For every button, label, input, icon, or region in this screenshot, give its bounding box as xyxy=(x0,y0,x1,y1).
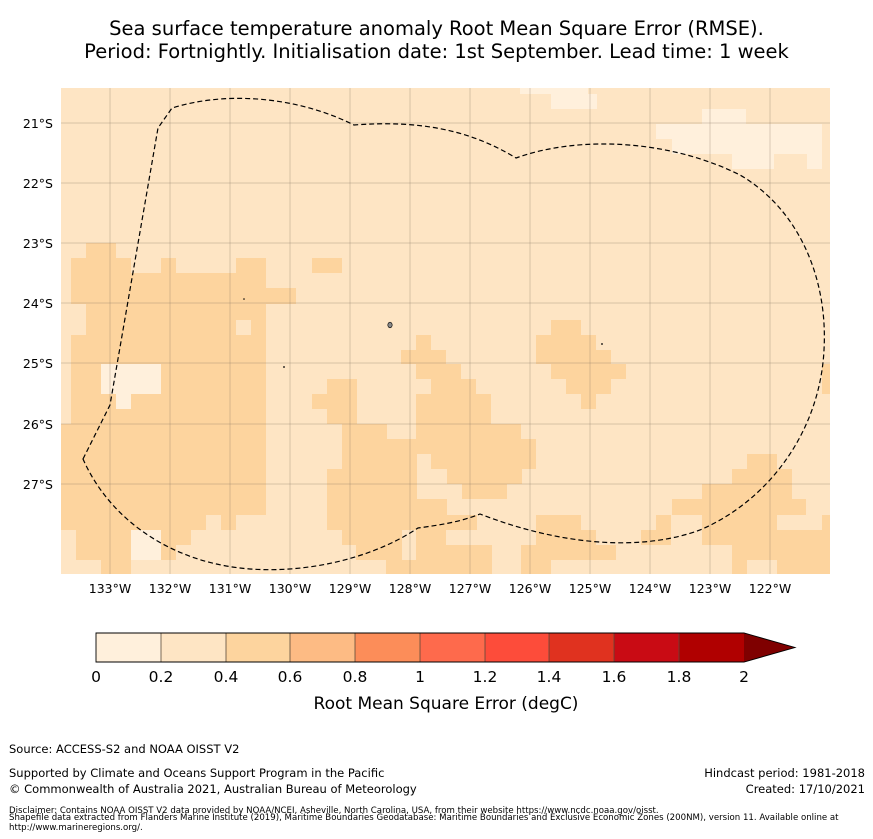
lat-tick-label: 24°S xyxy=(23,296,53,311)
lon-tick-label: 127°W xyxy=(449,581,491,596)
map-panel xyxy=(61,88,830,574)
chart-title-line1: Sea surface temperature anomaly Root Mea… xyxy=(109,17,764,40)
supported-text: Supported by Climate and Oceans Support … xyxy=(9,766,385,780)
colorbar-bin xyxy=(485,633,549,662)
colorbar-bin xyxy=(355,633,420,662)
lon-tick-label: 123°W xyxy=(689,581,731,596)
island-marker xyxy=(283,366,285,368)
island-marker xyxy=(243,298,245,300)
lon-tick-label: 132°W xyxy=(149,581,191,596)
colorbar-tick-label: 0 xyxy=(91,668,101,686)
lon-tick-label: 129°W xyxy=(329,581,371,596)
rmse-mid-cells xyxy=(61,243,830,574)
colorbar-bin xyxy=(549,633,614,662)
lon-tick-label: 133°W xyxy=(89,581,131,596)
copyright-text: © Commonwealth of Australia 2021, Austra… xyxy=(9,782,417,796)
disclaimer-text: Disclaimer: Contains NOAA OISST V2 data … xyxy=(9,806,659,816)
colorbar-bin xyxy=(226,633,290,662)
eez-boundary-line xyxy=(82,97,825,571)
lon-tick-label: 126°W xyxy=(509,581,551,596)
lon-tick-label: 130°W xyxy=(269,581,311,596)
colorbar-tick-label: 1.8 xyxy=(667,668,692,686)
island-marker xyxy=(387,321,393,329)
lat-tick-label: 26°S xyxy=(23,417,53,432)
colorbar-tick-label: 0.4 xyxy=(214,668,239,686)
lon-tick-label: 128°W xyxy=(389,581,431,596)
colorbar-tick-label: 1.4 xyxy=(537,668,562,686)
chart-title-line2: Period: Fortnightly. Initialisation date… xyxy=(84,40,789,63)
colorbar-tick-label: 0.8 xyxy=(343,668,368,686)
lat-tick-label: 25°S xyxy=(23,356,53,371)
created-date-text: Created: 17/10/2021 xyxy=(745,782,865,796)
colorbar-axis-label: Root Mean Square Error (degC) xyxy=(314,694,579,714)
rmse-low-cells xyxy=(101,88,822,560)
lon-tick-label: 125°W xyxy=(569,581,611,596)
colorbar-bin xyxy=(420,633,485,662)
colorbar-tick-label: 1.2 xyxy=(473,668,498,686)
colorbar-bin xyxy=(679,633,744,662)
lat-tick-label: 22°S xyxy=(23,176,53,191)
lon-tick-label: 122°W xyxy=(749,581,791,596)
colorbar-tick-label: 1.6 xyxy=(602,668,627,686)
colorbar-tick-label: 0.6 xyxy=(278,668,303,686)
source-text: Source: ACCESS-S2 and NOAA OISST V2 xyxy=(9,742,240,756)
lon-tick-label: 131°W xyxy=(209,581,251,596)
lat-tick-label: 23°S xyxy=(23,236,53,251)
colorbar-bin xyxy=(290,633,355,662)
colorbar-bin xyxy=(161,633,226,662)
shapefile-credit-text: Shapefile data extracted from Flanders M… xyxy=(9,813,839,833)
colorbar-bin xyxy=(614,633,679,662)
colorbar-bin xyxy=(96,633,161,662)
longitude-axis: 133°W 132°W 131°W 130°W 129°W 128°W 127°… xyxy=(89,581,791,596)
island-marker xyxy=(601,343,603,345)
colorbar-extend-arrow xyxy=(744,633,795,662)
lat-tick-label: 27°S xyxy=(23,477,53,492)
colorbar: 0 0.2 0.4 0.6 0.8 1 1.2 1.4 1.6 1.8 2 Ro… xyxy=(91,632,797,714)
colorbar-tick-label: 0.2 xyxy=(149,668,174,686)
colorbar-tick-label: 2 xyxy=(739,668,749,686)
lat-tick-label: 21°S xyxy=(23,116,53,131)
latitude-axis: 21°S 22°S 23°S 24°S 25°S 26°S 27°S xyxy=(23,116,53,492)
map-gridlines xyxy=(61,88,830,574)
hindcast-period-text: Hindcast period: 1981-2018 xyxy=(704,766,865,780)
colorbar-tick-label: 1 xyxy=(415,668,425,686)
lon-tick-label: 124°W xyxy=(629,581,671,596)
